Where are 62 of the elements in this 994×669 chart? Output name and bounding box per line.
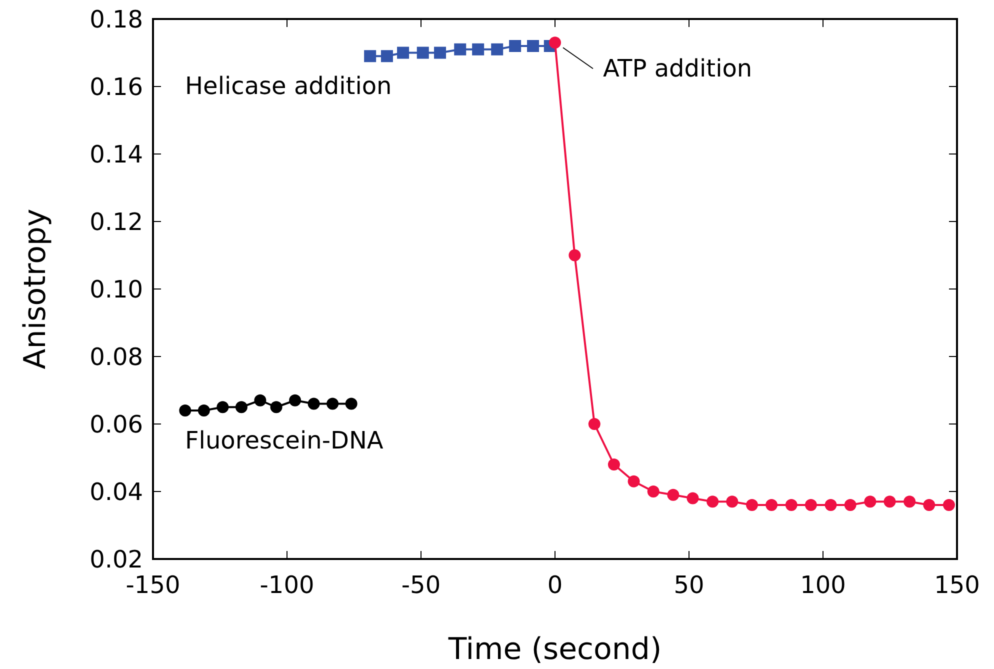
point <box>844 499 856 511</box>
y-tick-label: 0.16 <box>90 72 143 101</box>
x-tick-label: 150 <box>934 571 980 599</box>
point <box>397 46 410 59</box>
point <box>491 43 504 56</box>
y-tick-label: 0.06 <box>90 410 143 438</box>
point <box>647 486 660 498</box>
y-tick-label: 0.18 <box>90 5 143 34</box>
annotation: ATP addition <box>603 54 752 83</box>
point <box>454 43 466 56</box>
point <box>884 496 896 508</box>
point <box>686 492 699 504</box>
point <box>746 499 758 511</box>
point <box>364 50 376 62</box>
series-label: Fluorescein-DNA <box>185 426 384 454</box>
point <box>766 499 778 511</box>
y-tick-label: 0.02 <box>90 545 143 574</box>
point <box>549 36 561 49</box>
point <box>527 40 540 52</box>
point <box>804 499 817 511</box>
point <box>416 46 429 59</box>
x-tick-label: -50 <box>401 571 441 599</box>
point <box>588 418 600 430</box>
y-tick-label: 0.04 <box>90 478 143 506</box>
point <box>608 458 620 470</box>
point <box>235 401 248 414</box>
point <box>568 249 581 262</box>
x-tick-label: -100 <box>260 571 314 599</box>
x-tick-label: 0 <box>547 571 563 599</box>
point <box>472 43 484 56</box>
point <box>904 496 916 508</box>
y-tick-label: 0.14 <box>90 140 143 168</box>
point <box>216 401 229 414</box>
point <box>345 398 358 410</box>
series-label: Helicase addition <box>185 72 392 100</box>
point <box>824 499 837 511</box>
point <box>380 50 393 62</box>
point <box>864 496 876 508</box>
x-tick-label: 50 <box>674 571 704 599</box>
x-axis-title: Time (second) <box>447 632 662 667</box>
point <box>254 394 266 406</box>
point <box>923 499 936 511</box>
point <box>785 499 798 511</box>
point <box>667 488 680 501</box>
point <box>942 499 955 511</box>
x-tick-label: 100 <box>800 571 846 599</box>
point <box>726 496 738 508</box>
x-tick-label: -150 <box>126 571 180 599</box>
point <box>434 46 446 59</box>
point <box>628 475 640 488</box>
point <box>706 496 719 508</box>
y-tick-label: 0.10 <box>90 275 143 304</box>
point <box>179 404 192 416</box>
point <box>270 401 282 414</box>
y-tick-label: 0.12 <box>90 208 143 236</box>
y-tick-label: 0.08 <box>90 342 143 371</box>
point <box>308 398 320 410</box>
y-axis-title: Anisotropy <box>18 208 53 370</box>
point <box>326 398 339 410</box>
point <box>509 40 522 52</box>
point <box>198 404 210 416</box>
point <box>289 394 302 406</box>
